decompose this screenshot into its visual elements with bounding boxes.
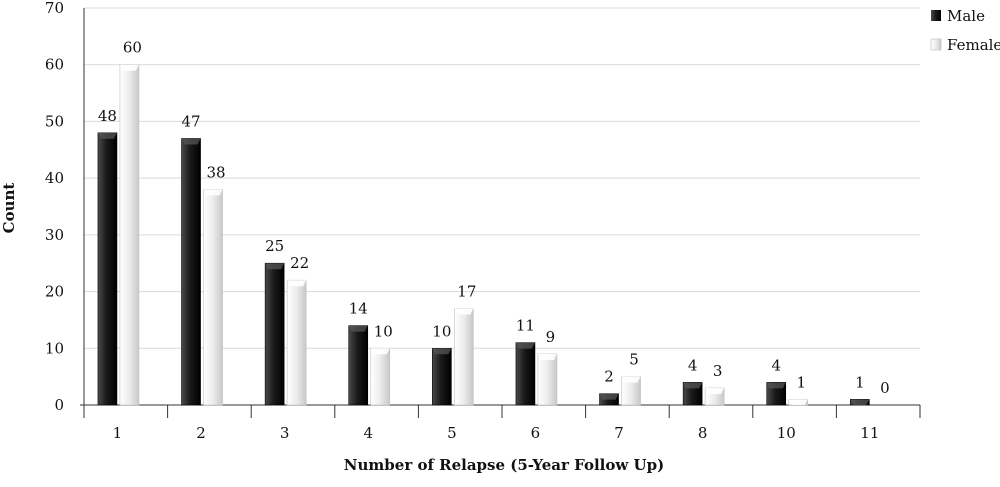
data-label-female: 38	[206, 163, 225, 181]
x-tick-label: 7	[614, 424, 624, 442]
legend-label-male: Male	[947, 7, 985, 25]
data-label-male: 25	[265, 237, 284, 255]
bar-cap-male	[683, 382, 703, 389]
x-tick-label: 1	[113, 424, 123, 442]
bar-female	[454, 308, 474, 406]
legend: Male Female	[930, 7, 1000, 54]
bar-cap-female	[621, 376, 641, 383]
legend-swatch-female	[930, 38, 942, 51]
bar-cap-male	[97, 132, 117, 139]
legend-label-female: Female	[947, 36, 1000, 54]
data-label-female: 5	[629, 351, 639, 369]
x-tick-label: 5	[447, 424, 457, 442]
data-label-female: 22	[290, 254, 309, 272]
data-label-male: 14	[349, 300, 368, 318]
bar-cap-male	[515, 342, 535, 349]
y-tick-label: 60	[45, 56, 64, 74]
bar-cap-male	[599, 393, 619, 400]
data-label-male: 47	[181, 112, 200, 130]
bar-female	[286, 279, 307, 406]
bar-cap-female	[788, 399, 808, 405]
bar-male	[515, 342, 536, 406]
data-label-female: 9	[546, 328, 556, 346]
data-label-male: 11	[516, 317, 535, 335]
data-label-male: 2	[604, 368, 614, 386]
bar-female	[370, 347, 391, 406]
bar-cap-male	[432, 348, 452, 355]
bar-male	[264, 262, 285, 406]
bar-cap-female	[537, 353, 557, 360]
data-label-male: 4	[688, 356, 698, 374]
bar-cap-female	[287, 280, 307, 287]
y-tick-label: 50	[45, 112, 64, 130]
x-axis-title: Number of Relapse (5-Year Follow Up)	[344, 456, 664, 474]
bar-male	[97, 132, 118, 406]
data-label-female: 3	[713, 362, 723, 380]
bar-cap-male	[850, 399, 870, 405]
y-tick-label: 40	[45, 169, 64, 187]
data-label-female: 60	[123, 39, 142, 57]
x-tick-label: 8	[698, 424, 708, 442]
y-tick-label: 20	[45, 283, 64, 301]
gridlines	[84, 7, 920, 349]
x-tick-label: 6	[531, 424, 541, 442]
bar-cap-female	[370, 348, 390, 355]
bar-cap-male	[766, 382, 786, 389]
bar-female	[537, 353, 558, 406]
y-tick-label: 30	[45, 226, 64, 244]
bar-male	[181, 138, 201, 406]
bar-cap-female	[119, 64, 139, 71]
legend-swatch-male	[931, 10, 941, 21]
data-label-male: 10	[432, 322, 451, 340]
y-tick-label: 0	[54, 396, 64, 414]
bar-cap-male	[348, 325, 368, 332]
bar-female	[203, 189, 223, 406]
x-tick-label: 11	[860, 424, 879, 442]
data-label-male: 4	[771, 356, 781, 374]
data-label-female: 0	[880, 379, 890, 397]
data-label-female: 10	[374, 322, 393, 340]
y-axis-title: Count	[0, 183, 18, 234]
x-tick-label: 3	[280, 424, 290, 442]
bar-cap-female	[705, 387, 725, 394]
data-label-male: 1	[855, 373, 865, 391]
y-tick-label: 70	[45, 0, 64, 17]
x-tick-label: 10	[777, 424, 796, 442]
bar-cap-male	[265, 263, 285, 270]
bars	[97, 64, 870, 406]
bar-cap-female	[203, 189, 223, 196]
bar-male	[432, 347, 452, 406]
bar-cap-female	[454, 308, 474, 315]
data-label-female: 17	[457, 283, 476, 301]
bar-female	[119, 64, 140, 406]
bar-cap-male	[181, 138, 201, 145]
x-tick-label: 4	[363, 424, 373, 442]
bar-male	[348, 325, 369, 406]
data-label-female: 1	[796, 373, 806, 391]
data-label-male: 48	[98, 107, 117, 125]
x-tick-label: 2	[196, 424, 206, 442]
y-tick-label: 10	[45, 339, 64, 357]
